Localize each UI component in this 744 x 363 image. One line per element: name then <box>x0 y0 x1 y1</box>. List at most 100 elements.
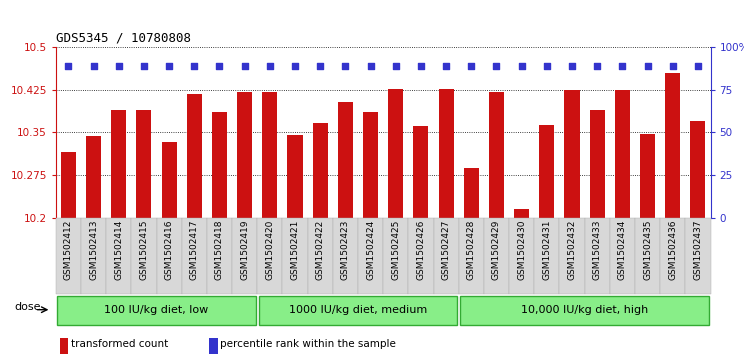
Text: GSM1502428: GSM1502428 <box>466 219 476 280</box>
Bar <box>338 102 353 218</box>
Bar <box>161 142 176 218</box>
Text: GSM1502433: GSM1502433 <box>593 219 602 280</box>
Bar <box>585 218 610 294</box>
Text: GSM1502422: GSM1502422 <box>315 219 324 280</box>
Bar <box>534 218 559 294</box>
Bar <box>388 89 403 218</box>
Point <box>667 63 679 69</box>
Bar <box>257 218 283 294</box>
Bar <box>106 218 132 294</box>
Text: GSM1502431: GSM1502431 <box>542 219 551 280</box>
Point <box>339 63 351 69</box>
Point <box>465 63 477 69</box>
Bar <box>363 112 378 218</box>
Bar <box>156 218 182 294</box>
Text: GSM1502417: GSM1502417 <box>190 219 199 280</box>
Bar <box>559 218 585 294</box>
FancyBboxPatch shape <box>258 295 458 325</box>
Bar <box>665 73 680 218</box>
Bar <box>438 89 454 218</box>
Bar <box>209 338 218 354</box>
Point <box>188 63 200 69</box>
Text: GSM1502430: GSM1502430 <box>517 219 526 280</box>
Text: GSM1502421: GSM1502421 <box>290 219 300 280</box>
Point <box>138 63 150 69</box>
Text: GSM1502425: GSM1502425 <box>391 219 400 280</box>
Text: GSM1502432: GSM1502432 <box>568 219 577 280</box>
Point <box>440 63 452 69</box>
Text: GSM1502416: GSM1502416 <box>164 219 173 280</box>
Text: GSM1502437: GSM1502437 <box>693 219 702 280</box>
Point <box>390 63 402 69</box>
Point <box>617 63 629 69</box>
Point <box>62 63 74 69</box>
Bar <box>232 218 257 294</box>
Text: GSM1502418: GSM1502418 <box>215 219 224 280</box>
Bar <box>187 94 202 218</box>
Point <box>641 63 653 69</box>
Bar <box>333 218 358 294</box>
Point <box>113 63 125 69</box>
Bar <box>263 91 278 218</box>
Bar <box>660 218 685 294</box>
Bar <box>539 125 554 218</box>
Bar <box>212 112 227 218</box>
Bar <box>640 134 655 218</box>
Bar <box>434 218 459 294</box>
Bar <box>414 126 429 218</box>
Bar <box>60 338 68 354</box>
Point <box>692 63 704 69</box>
Bar <box>182 218 207 294</box>
Point <box>214 63 225 69</box>
Bar <box>514 209 529 218</box>
Text: 10,000 IU/kg diet, high: 10,000 IU/kg diet, high <box>521 305 648 315</box>
Text: GSM1502436: GSM1502436 <box>668 219 677 280</box>
Bar <box>207 218 232 294</box>
Point <box>289 63 301 69</box>
Bar <box>484 218 509 294</box>
Bar <box>111 110 126 218</box>
Point <box>516 63 527 69</box>
Point <box>239 63 251 69</box>
Text: transformed count: transformed count <box>71 339 168 349</box>
Text: GSM1502414: GSM1502414 <box>115 219 124 280</box>
Point <box>163 63 175 69</box>
Bar <box>610 218 635 294</box>
Text: GSM1502419: GSM1502419 <box>240 219 249 280</box>
Text: GSM1502420: GSM1502420 <box>266 219 275 280</box>
Bar <box>590 110 605 218</box>
Point <box>490 63 502 69</box>
Point <box>591 63 603 69</box>
Point <box>314 63 326 69</box>
Point <box>88 63 100 69</box>
Text: GSM1502423: GSM1502423 <box>341 219 350 280</box>
Text: 1000 IU/kg diet, medium: 1000 IU/kg diet, medium <box>289 305 427 315</box>
Bar <box>565 90 580 218</box>
Bar <box>459 218 484 294</box>
Bar <box>81 218 106 294</box>
Bar <box>312 123 328 218</box>
Point <box>566 63 578 69</box>
Bar <box>408 218 434 294</box>
FancyBboxPatch shape <box>57 295 256 325</box>
Bar <box>685 218 711 294</box>
Bar <box>307 218 333 294</box>
Bar <box>464 168 479 218</box>
Text: GDS5345 / 10780808: GDS5345 / 10780808 <box>56 32 190 45</box>
Bar <box>635 218 660 294</box>
Text: GSM1502434: GSM1502434 <box>618 219 627 280</box>
Bar <box>132 218 156 294</box>
Bar <box>690 121 705 218</box>
Text: dose: dose <box>14 302 40 312</box>
Bar <box>287 135 303 218</box>
Text: GSM1502429: GSM1502429 <box>492 219 501 280</box>
FancyBboxPatch shape <box>460 295 709 325</box>
Bar <box>509 218 534 294</box>
Bar <box>237 91 252 218</box>
Bar <box>61 152 76 218</box>
Text: GSM1502413: GSM1502413 <box>89 219 98 280</box>
Text: GSM1502412: GSM1502412 <box>64 219 73 280</box>
Text: GSM1502424: GSM1502424 <box>366 219 375 280</box>
Bar <box>283 218 307 294</box>
Bar <box>86 136 101 218</box>
